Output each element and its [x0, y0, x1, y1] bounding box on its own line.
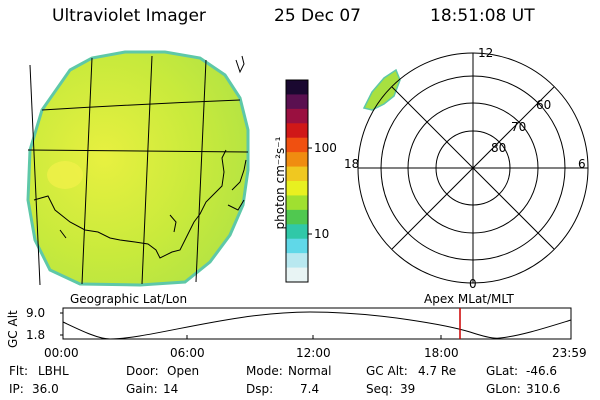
disk-limb [26, 50, 250, 287]
coastline [33, 55, 247, 259]
time-tick-2359: 23:59 [552, 346, 587, 360]
colorbar-swatches [286, 80, 308, 283]
polar-diagonal-2 [391, 86, 555, 250]
colorbar-swatch [286, 123, 308, 139]
colorbar-swatch [286, 108, 308, 124]
dsp-value: 7.4 [300, 382, 320, 396]
colorbar-tick-label-10: 10 [314, 227, 330, 241]
mlat-label-60: 60 [536, 98, 552, 112]
seq-label: Seq: [366, 382, 393, 396]
latlon-grid [27, 55, 249, 286]
colorbar-swatch [286, 267, 308, 283]
gain-value: 14 [163, 382, 179, 396]
aurora-patch [362, 68, 401, 111]
colorbar-frame [285, 79, 309, 283]
door-label: Door: [126, 364, 159, 378]
filter-label: Flt: [9, 364, 28, 378]
mlt-label-12: 12 [478, 46, 494, 60]
time-tick-1800: 18:00 [424, 346, 459, 360]
mlt-label-18: 18 [344, 157, 360, 171]
instrument-title: Ultraviolet Imager [52, 6, 206, 26]
time-tick-0600: 06:00 [170, 346, 205, 360]
filter-value: LBHL [38, 364, 69, 378]
mode-value: Normal [288, 364, 332, 378]
mlat-label-70: 70 [511, 120, 527, 134]
polar-caption: Apex MLat/MLT [424, 292, 514, 306]
colorbar-swatch [286, 137, 308, 153]
colorbar-swatch [286, 166, 308, 182]
glon-value: 310.6 [526, 382, 561, 396]
mode-label: Mode: [246, 364, 283, 378]
mlat-label-80: 80 [491, 141, 507, 155]
altitude-curve [62, 311, 572, 340]
geographic-caption: Geographic Lat/Lon [70, 292, 188, 306]
colorbar-swatch [286, 238, 308, 254]
glat-label: GLat: [486, 364, 519, 378]
altitude-tick-9: 9.0 [26, 306, 46, 320]
colorbar-swatch [286, 94, 308, 110]
mlt-label-0: 0 [469, 277, 477, 291]
dsp-label: Dsp: [246, 382, 274, 396]
colorbar-swatch [286, 80, 308, 95]
gc-alt-label: GC Alt: [366, 364, 408, 378]
colorbar-tick-label-100: 100 [314, 141, 337, 155]
mlt-label-6: 6 [578, 157, 586, 171]
colorbar-swatch [286, 224, 308, 240]
ip-label: IP: [9, 382, 24, 396]
time-tick-0000: 00:00 [44, 346, 79, 360]
seq-value: 39 [400, 382, 416, 396]
gain-label: Gain: [126, 382, 158, 396]
glat-value: -46.6 [526, 364, 558, 378]
bright-spot [47, 161, 83, 189]
gc-alt-value: 4.7 Re [418, 364, 457, 378]
colorbar-swatch [286, 209, 308, 225]
door-value: Open [167, 364, 200, 378]
time-tick-1200: 12:00 [296, 346, 331, 360]
colorbar-swatch [286, 195, 308, 211]
colorbar-swatch [286, 253, 308, 269]
time-label: 18:51:08 UT [430, 6, 535, 26]
altitude-tick-1-8: 1.8 [26, 328, 46, 342]
altitude-frame [62, 307, 572, 340]
date-label: 25 Dec 07 [274, 6, 361, 26]
colorbar-swatch [286, 152, 308, 168]
glon-label: GLon: [486, 382, 521, 396]
colorbar-swatch [286, 181, 308, 196]
altitude-axis-label: GC Alt [6, 310, 20, 348]
ip-value: 36.0 [32, 382, 59, 396]
